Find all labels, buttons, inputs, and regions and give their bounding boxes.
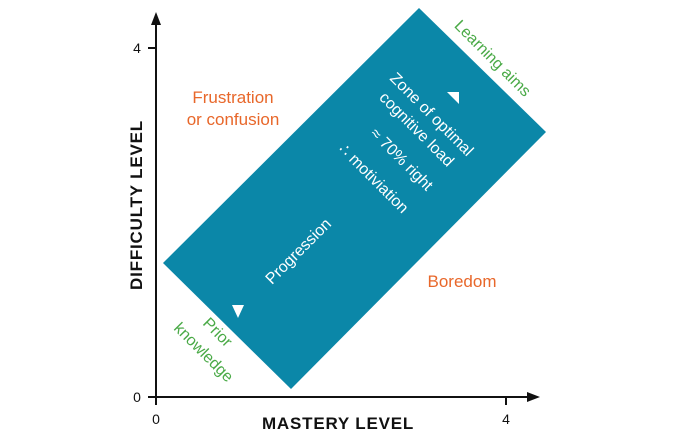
x-tick-label-0: 0 xyxy=(152,411,160,427)
y-tick-label-0: 0 xyxy=(133,389,141,405)
x-axis-title: MASTERY LEVEL xyxy=(262,414,414,433)
boredom-label: Boredom xyxy=(428,272,497,291)
progression-end-arrow-icon xyxy=(447,92,459,104)
x-axis-arrowhead xyxy=(527,392,540,402)
frustration-label-line-1: Frustration xyxy=(192,88,273,107)
y-axis-title: DIFFICULTY LEVEL xyxy=(127,120,146,290)
optimal-zone-band xyxy=(163,8,546,389)
x-tick-label-4: 4 xyxy=(502,411,510,427)
y-axis-arrowhead xyxy=(151,12,161,25)
y-tick-label-4: 4 xyxy=(133,40,141,56)
progression-start-marker xyxy=(232,305,244,318)
frustration-label-line-2: or confusion xyxy=(187,110,280,129)
